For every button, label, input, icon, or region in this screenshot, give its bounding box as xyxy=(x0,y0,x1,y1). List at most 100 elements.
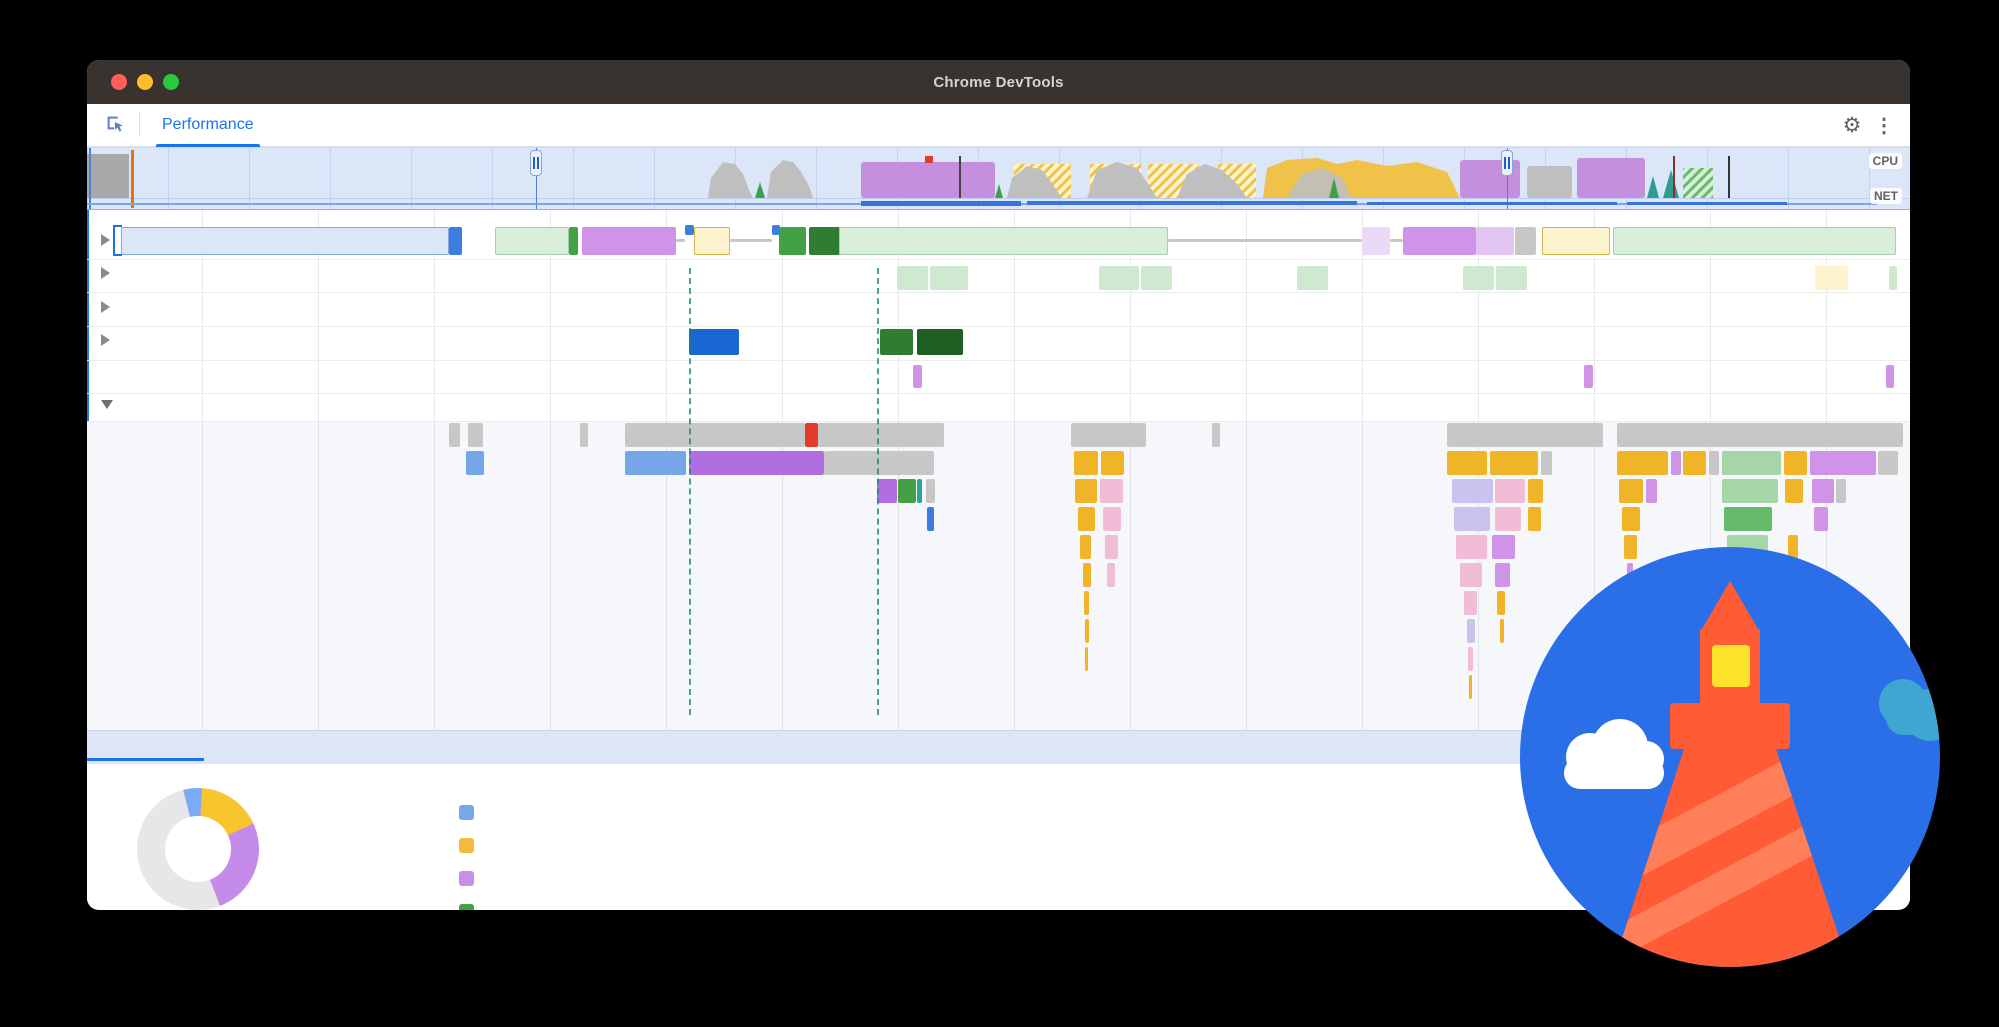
flame-bar[interactable] xyxy=(1107,563,1115,587)
flame-bar[interactable] xyxy=(1075,479,1097,503)
flame-bar[interactable] xyxy=(824,451,934,475)
flame-bar[interactable] xyxy=(779,227,806,255)
collapse-track-arrow[interactable] xyxy=(101,400,113,409)
flame-bar[interactable] xyxy=(1362,227,1390,255)
expand-track-arrow[interactable] xyxy=(101,267,110,279)
flame-bar[interactable] xyxy=(1785,479,1803,503)
flame-bar[interactable] xyxy=(839,227,1168,255)
flame-bar[interactable] xyxy=(1722,479,1778,503)
flame-bar[interactable] xyxy=(1788,535,1798,559)
flame-bar[interactable] xyxy=(1784,451,1807,475)
flame-bar[interactable] xyxy=(449,227,462,255)
flame-bar[interactable] xyxy=(1080,535,1091,559)
flame-bar[interactable] xyxy=(1815,266,1848,290)
flame-bar[interactable] xyxy=(689,451,824,475)
flame-bar[interactable] xyxy=(927,507,934,531)
flame-bar[interactable] xyxy=(1492,535,1515,559)
flame-bar[interactable] xyxy=(1683,451,1706,475)
inspect-element-button[interactable] xyxy=(97,110,131,140)
tab-performance[interactable]: Performance xyxy=(148,104,268,147)
flame-chart-panel[interactable] xyxy=(87,210,1910,730)
flame-bar[interactable] xyxy=(1085,619,1089,643)
flame-bar[interactable] xyxy=(1515,227,1536,255)
expand-track-arrow[interactable] xyxy=(101,301,110,313)
flame-bar[interactable] xyxy=(809,227,840,255)
flame-bar[interactable] xyxy=(926,479,935,503)
zoom-window-left-handle[interactable] xyxy=(530,150,542,176)
flame-bar[interactable] xyxy=(805,423,818,447)
flame-bar[interactable] xyxy=(1709,451,1719,475)
flame-bar[interactable] xyxy=(1622,507,1640,531)
flame-bar[interactable] xyxy=(1724,507,1772,531)
flame-bar[interactable] xyxy=(569,227,578,255)
flame-bar[interactable] xyxy=(676,239,685,242)
flame-bar[interactable] xyxy=(580,423,588,447)
flame-bar[interactable] xyxy=(1447,451,1487,475)
flame-bar[interactable] xyxy=(1496,266,1527,290)
flame-bar[interactable] xyxy=(449,423,460,447)
close-window-button[interactable] xyxy=(111,74,127,90)
flame-bar[interactable] xyxy=(1617,451,1668,475)
flame-bar[interactable] xyxy=(1103,507,1121,531)
flame-bar[interactable] xyxy=(1168,239,1362,242)
flame-bar[interactable] xyxy=(1403,227,1476,255)
flame-bar[interactable] xyxy=(1390,239,1403,242)
flame-bar[interactable] xyxy=(1212,423,1220,447)
flame-bar[interactable] xyxy=(1528,507,1541,531)
flame-bar[interactable] xyxy=(930,266,968,290)
flame-bar[interactable] xyxy=(1836,479,1846,503)
flame-bar[interactable] xyxy=(1452,479,1493,503)
flame-bar[interactable] xyxy=(1878,451,1898,475)
flame-bar[interactable] xyxy=(582,227,676,255)
flame-bar[interactable] xyxy=(1084,591,1089,615)
zoom-window-right-handle[interactable] xyxy=(1501,150,1513,176)
flame-bar[interactable] xyxy=(1814,507,1828,531)
flame-bar[interactable] xyxy=(1100,479,1123,503)
flame-bar[interactable] xyxy=(121,227,449,255)
flame-bar[interactable] xyxy=(1495,563,1510,587)
flame-bar[interactable] xyxy=(1886,365,1894,388)
flame-bar[interactable] xyxy=(1469,675,1472,699)
flame-bar[interactable] xyxy=(1613,227,1896,255)
flame-bar[interactable] xyxy=(913,365,922,388)
flame-bar[interactable] xyxy=(685,225,694,235)
flame-bar[interactable] xyxy=(1085,647,1088,671)
flame-bar[interactable] xyxy=(877,479,897,503)
timeline-overview[interactable]: CPU NET xyxy=(87,147,1910,211)
flame-bar[interactable] xyxy=(1542,227,1610,255)
minimize-window-button[interactable] xyxy=(137,74,153,90)
flame-bar[interactable] xyxy=(466,451,484,475)
flame-bar[interactable] xyxy=(1463,266,1494,290)
flame-bar[interactable] xyxy=(1624,535,1637,559)
flame-bar[interactable] xyxy=(772,225,780,235)
flame-bar[interactable] xyxy=(1722,451,1781,475)
flame-bar[interactable] xyxy=(818,423,944,447)
flame-bar[interactable] xyxy=(1099,266,1139,290)
settings-button[interactable]: ⚙ xyxy=(1836,109,1868,141)
flame-bar[interactable] xyxy=(1617,423,1903,447)
flame-bar[interactable] xyxy=(897,266,928,290)
flame-bar[interactable] xyxy=(1646,479,1657,503)
flame-bar[interactable] xyxy=(1812,479,1834,503)
flame-bar[interactable] xyxy=(1456,535,1487,559)
flame-bar[interactable] xyxy=(1584,365,1593,388)
expand-track-arrow[interactable] xyxy=(101,234,110,246)
flame-bar[interactable] xyxy=(1497,591,1505,615)
flame-bar[interactable] xyxy=(495,227,569,255)
flame-bar[interactable] xyxy=(917,329,963,355)
flame-bar[interactable] xyxy=(1297,266,1328,290)
flame-bar[interactable] xyxy=(689,329,739,355)
flame-bar[interactable] xyxy=(1619,479,1643,503)
flame-bar[interactable] xyxy=(625,423,805,447)
flame-bar[interactable] xyxy=(1541,451,1552,475)
flame-bar[interactable] xyxy=(1495,507,1521,531)
more-options-button[interactable]: ⋮ xyxy=(1868,109,1900,141)
titlebar[interactable]: Chrome DevTools xyxy=(87,60,1910,104)
flame-bar[interactable] xyxy=(1083,563,1091,587)
flame-bar[interactable] xyxy=(625,451,686,475)
flame-bar[interactable] xyxy=(1810,451,1876,475)
flame-bar[interactable] xyxy=(694,227,730,255)
flame-bar[interactable] xyxy=(1078,507,1095,531)
flame-bar[interactable] xyxy=(880,329,913,355)
flame-bar[interactable] xyxy=(1467,619,1475,643)
